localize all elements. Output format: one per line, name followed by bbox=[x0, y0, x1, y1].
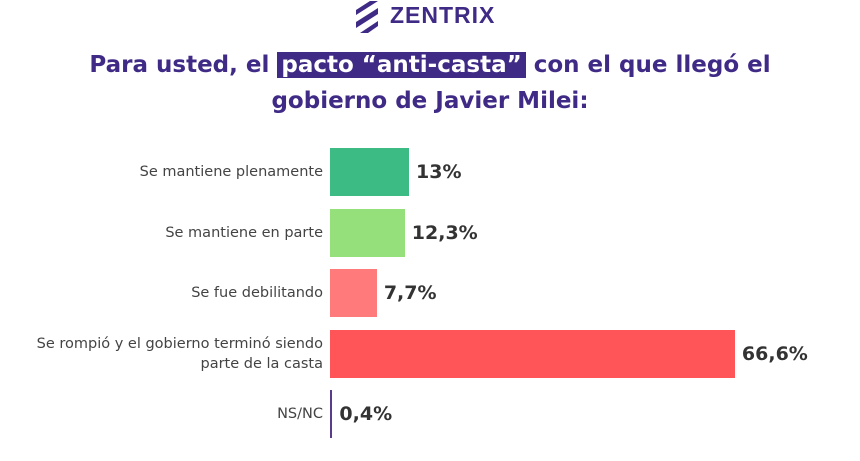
category-label: Se mantiene en parte bbox=[165, 224, 323, 241]
title-highlight: pacto “anti-casta” bbox=[277, 52, 526, 78]
value-label: 13% bbox=[416, 161, 462, 183]
category-label: Se mantiene plenamente bbox=[139, 164, 323, 180]
title-text: gobierno de Javier Milei: bbox=[271, 88, 589, 114]
title-line: gobierno de Javier Milei: bbox=[0, 88, 860, 114]
value-label: 12,3% bbox=[411, 221, 478, 244]
category-label: NS/NC bbox=[277, 406, 323, 422]
bar bbox=[330, 208, 405, 257]
category-label: Se rompió y el gobierno terminó siendo p… bbox=[36, 335, 323, 372]
title-line: Para usted, el pacto “anti-casta” con el… bbox=[0, 52, 860, 78]
value-label: 66,6% bbox=[741, 342, 808, 365]
bar bbox=[330, 329, 735, 378]
title-text: con el que llegó el bbox=[533, 52, 771, 78]
brand: ZENTRIX bbox=[390, 2, 496, 28]
category-label: Se fue debilitando bbox=[191, 285, 323, 301]
value-label: 7,7% bbox=[383, 282, 437, 304]
logo-icon bbox=[356, 1, 378, 33]
value-label: 0,4% bbox=[339, 403, 393, 425]
title-text: Para usted, el bbox=[89, 52, 270, 78]
bar bbox=[330, 148, 410, 196]
bar bbox=[330, 269, 377, 317]
bar bbox=[330, 390, 333, 438]
